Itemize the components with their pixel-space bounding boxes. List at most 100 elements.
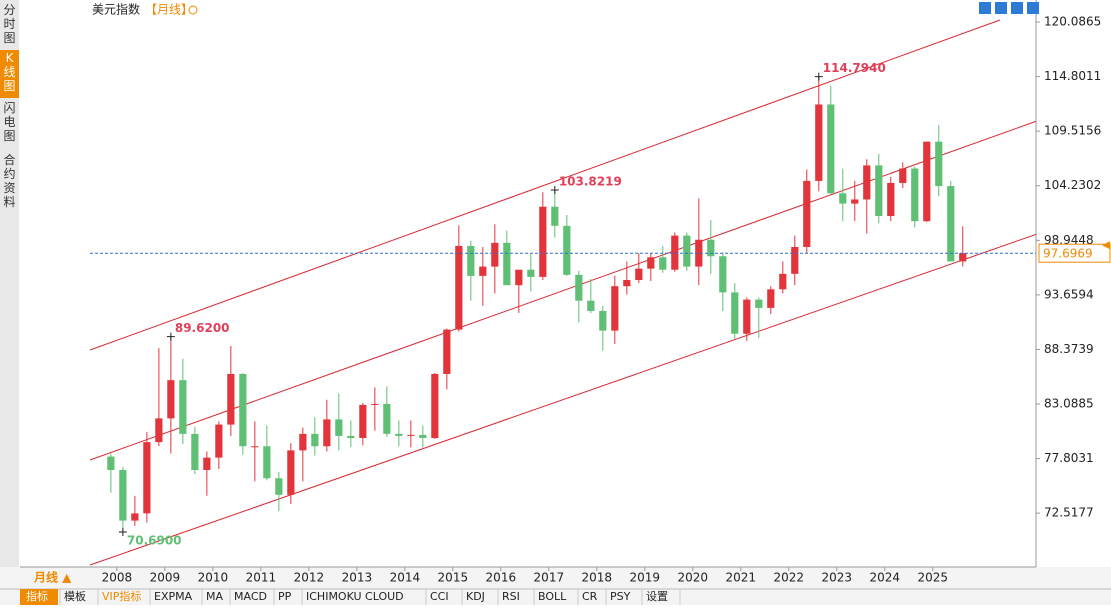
tab[interactable]: 分时图 <box>3 3 15 45</box>
toolbar-item[interactable]: RSI <box>502 590 520 603</box>
y-tick-label: 104.2302 <box>1044 178 1101 192</box>
add-icon[interactable] <box>188 5 198 15</box>
icon[interactable] <box>995 2 1007 14</box>
candle-body <box>923 141 931 222</box>
annotation-label: 89.6200 <box>175 321 230 335</box>
candle-body <box>131 513 139 521</box>
y-tick-label: 83.0885 <box>1044 397 1094 411</box>
candle-body <box>407 434 415 436</box>
candle-body <box>863 165 871 200</box>
candle-body <box>779 273 787 290</box>
candle-body <box>851 199 859 204</box>
toolbar-item[interactable]: MA <box>206 590 223 603</box>
x-tick-label: 2025 <box>917 571 948 585</box>
candle-body <box>215 424 223 458</box>
toolbar-item[interactable]: ICHIMOKU CLOUD <box>306 590 404 603</box>
x-tick-label: 2013 <box>342 571 373 585</box>
toolbar-item[interactable]: MACD <box>234 590 267 603</box>
candle-body <box>359 404 367 438</box>
candle-body <box>503 242 511 286</box>
candle-body <box>167 380 175 419</box>
toolbar-item[interactable]: 模板 <box>64 589 86 603</box>
candle-body <box>887 182 895 216</box>
candle-body <box>899 168 907 183</box>
candle-body <box>659 257 667 270</box>
toolbar-item[interactable]: PP <box>278 590 292 603</box>
candle-body <box>443 329 451 374</box>
last-price-box <box>1038 243 1111 263</box>
toolbar-item[interactable]: PSY <box>610 590 631 603</box>
toolbar-item[interactable]: CR <box>582 590 598 603</box>
candle-body <box>947 186 955 262</box>
candle-body <box>575 274 583 301</box>
candle-body <box>431 373 439 438</box>
icon[interactable] <box>1011 2 1023 14</box>
candle-body <box>107 456 115 471</box>
x-tick-label: 2024 <box>870 571 901 585</box>
candle-body <box>119 470 127 521</box>
toolbar-item[interactable]: CCI <box>430 590 449 603</box>
candle-body <box>263 446 271 479</box>
y-tick-label: 93.6594 <box>1044 287 1094 301</box>
x-tick-label: 2017 <box>534 571 565 585</box>
candle-body <box>911 168 919 222</box>
x-tick-label: 2009 <box>150 571 181 585</box>
x-tick-label: 2019 <box>630 571 661 585</box>
tab[interactable]: K 线图 <box>3 51 15 93</box>
tab[interactable]: 闪电图 <box>3 101 15 143</box>
x-tick-label: 2020 <box>678 571 709 585</box>
trend-line <box>89 233 1036 566</box>
toolbar-item[interactable]: 设置 <box>646 590 668 603</box>
toolbar-item[interactable]: EXPMA <box>154 590 193 603</box>
candle-body <box>143 442 151 514</box>
annotation-label: 103.8219 <box>559 174 622 188</box>
candle-body <box>347 435 355 438</box>
candle-body <box>587 300 595 311</box>
x-tick-label: 2021 <box>726 571 757 585</box>
toolbar-item[interactable]: 指标 <box>26 589 48 603</box>
tab[interactable]: 合约资料 <box>3 152 15 209</box>
candle-body <box>491 242 499 267</box>
plot-area <box>89 19 1036 566</box>
toolbar-item[interactable]: KDJ <box>466 590 485 603</box>
candle-body <box>539 206 547 277</box>
period-selector[interactable]: 月线 ▲ <box>33 570 72 585</box>
toolbar-item[interactable]: VIP指标 <box>102 589 141 603</box>
last-price-label: 97.6969 <box>1043 247 1093 261</box>
candle-body <box>563 225 571 275</box>
icon[interactable] <box>1027 2 1039 14</box>
candle-body <box>623 280 631 287</box>
icon[interactable] <box>979 2 991 14</box>
y-tick-label: 77.8031 <box>1044 451 1094 465</box>
x-tick-label: 2014 <box>390 571 421 585</box>
tab-active <box>0 50 19 98</box>
candle-body <box>959 253 967 262</box>
candle-body <box>479 266 487 276</box>
annotation-label: 114.7940 <box>823 61 886 75</box>
candle-body <box>467 245 475 276</box>
y-tick-label: 114.8011 <box>1044 69 1101 83</box>
annotation-marker <box>814 72 823 81</box>
candle-body <box>719 256 727 293</box>
annotation-marker <box>550 185 559 194</box>
candle-body <box>287 450 295 495</box>
candle-body <box>875 165 883 216</box>
toolbar-item[interactable]: BOLL <box>538 590 567 603</box>
candle-body <box>767 289 775 308</box>
candle-body <box>647 257 655 269</box>
candle-body <box>191 433 199 471</box>
trend-line <box>89 19 1001 351</box>
candle-body <box>839 193 847 204</box>
candle-body <box>323 419 331 447</box>
x-tick-label: 2012 <box>294 571 325 585</box>
annotation-marker <box>118 528 127 537</box>
x-tick-label: 2022 <box>774 571 805 585</box>
x-tick-label: 2023 <box>822 571 853 585</box>
annotation-label: 70.6900 <box>127 534 182 548</box>
x-tick-label: 2016 <box>486 571 517 585</box>
y-tick-label: 109.5156 <box>1044 124 1101 138</box>
candle-body <box>695 239 703 267</box>
x-tick-label: 2008 <box>102 571 133 585</box>
candle-body <box>635 268 643 281</box>
candle-body <box>515 269 523 286</box>
